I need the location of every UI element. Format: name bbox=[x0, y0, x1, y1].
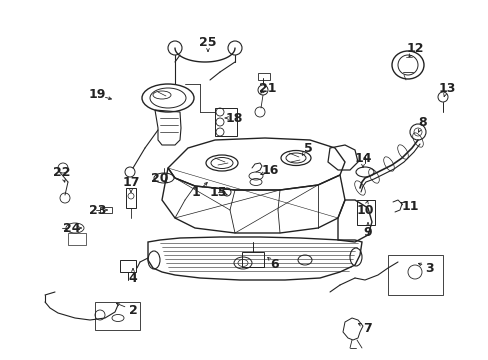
Text: 3: 3 bbox=[425, 261, 433, 274]
Text: 11: 11 bbox=[401, 201, 418, 213]
Text: 18: 18 bbox=[225, 112, 242, 125]
Text: 10: 10 bbox=[356, 203, 373, 216]
Text: 17: 17 bbox=[122, 176, 140, 189]
Bar bbox=[387, 255, 442, 295]
Text: 24: 24 bbox=[63, 221, 81, 234]
Text: 20: 20 bbox=[151, 171, 168, 184]
Bar bbox=[215, 108, 237, 136]
Text: 23: 23 bbox=[89, 203, 106, 216]
Bar bbox=[126, 188, 136, 208]
Text: 15: 15 bbox=[209, 185, 226, 198]
Bar bbox=[120, 260, 136, 272]
Bar bbox=[356, 200, 374, 225]
Text: 12: 12 bbox=[406, 41, 423, 54]
Bar bbox=[242, 252, 264, 267]
Text: 19: 19 bbox=[88, 89, 105, 102]
Text: 14: 14 bbox=[353, 152, 371, 165]
Text: 16: 16 bbox=[261, 163, 278, 176]
Text: 21: 21 bbox=[259, 81, 276, 94]
Text: 25: 25 bbox=[199, 36, 216, 49]
Bar bbox=[68, 233, 86, 245]
Text: 1: 1 bbox=[191, 186, 200, 199]
Text: 6: 6 bbox=[270, 257, 279, 270]
Text: 13: 13 bbox=[437, 81, 455, 94]
Bar bbox=[258, 73, 269, 80]
Bar bbox=[95, 302, 140, 330]
Text: 2: 2 bbox=[128, 303, 137, 316]
Text: 4: 4 bbox=[128, 271, 137, 284]
Text: 8: 8 bbox=[418, 117, 427, 130]
Text: 9: 9 bbox=[363, 225, 371, 238]
Text: 5: 5 bbox=[303, 141, 312, 154]
Text: 22: 22 bbox=[53, 166, 71, 179]
Text: 7: 7 bbox=[363, 321, 372, 334]
Bar bbox=[100, 207, 112, 213]
